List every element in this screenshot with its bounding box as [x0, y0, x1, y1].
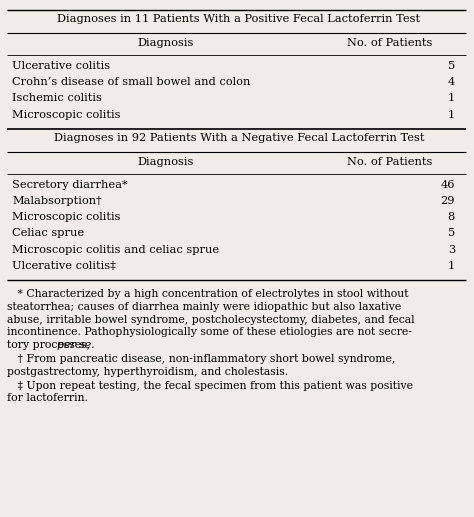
Text: Microscopic colitis: Microscopic colitis — [12, 212, 120, 222]
Text: 46: 46 — [440, 180, 455, 190]
Text: 5: 5 — [448, 61, 455, 71]
Text: Crohn’s disease of small bowel and colon: Crohn’s disease of small bowel and colon — [12, 77, 250, 87]
Text: * Characterized by a high concentration of electrolytes in stool without: * Characterized by a high concentration … — [7, 289, 409, 299]
Text: postgastrectomy, hyperthyroidism, and cholestasis.: postgastrectomy, hyperthyroidism, and ch… — [7, 367, 288, 377]
Text: 3: 3 — [448, 245, 455, 254]
Text: 4: 4 — [448, 77, 455, 87]
Text: Diagnosis: Diagnosis — [138, 38, 194, 49]
Text: † From pancreatic disease, non-inflammatory short bowel syndrome,: † From pancreatic disease, non-inflammat… — [7, 354, 395, 364]
Text: Diagnoses in 11 Patients With a Positive Fecal Lactoferrin Test: Diagnoses in 11 Patients With a Positive… — [57, 14, 420, 24]
Text: Microscopic colitis and celiac sprue: Microscopic colitis and celiac sprue — [12, 245, 219, 254]
Text: tory processes,: tory processes, — [7, 340, 94, 350]
Text: 8: 8 — [448, 212, 455, 222]
Text: No. of Patients: No. of Patients — [347, 157, 433, 168]
Text: Diagnosis: Diagnosis — [138, 157, 194, 168]
Text: Diagnoses in 92 Patients With a Negative Fecal Lactoferrin Test: Diagnoses in 92 Patients With a Negative… — [54, 133, 424, 143]
Text: 1: 1 — [448, 110, 455, 119]
Text: steatorrhea; causes of diarrhea mainly were idiopathic but also laxative: steatorrhea; causes of diarrhea mainly w… — [7, 302, 401, 312]
Text: Celiac sprue: Celiac sprue — [12, 229, 84, 238]
Text: 1: 1 — [448, 94, 455, 103]
Text: Microscopic colitis: Microscopic colitis — [12, 110, 120, 119]
Text: Ischemic colitis: Ischemic colitis — [12, 94, 102, 103]
Text: 29: 29 — [440, 196, 455, 206]
Text: Ulcerative colitis‡: Ulcerative colitis‡ — [12, 261, 116, 271]
Text: Ulcerative colitis: Ulcerative colitis — [12, 61, 110, 71]
Text: per se.: per se. — [57, 340, 94, 350]
Text: for lactoferrin.: for lactoferrin. — [7, 393, 88, 403]
Text: ‡ Upon repeat testing, the fecal specimen from this patient was positive: ‡ Upon repeat testing, the fecal specime… — [7, 381, 413, 391]
Text: 1: 1 — [448, 261, 455, 271]
Text: Secretory diarrhea*: Secretory diarrhea* — [12, 180, 128, 190]
Text: incontinence. Pathophysiologically some of these etiologies are not secre-: incontinence. Pathophysiologically some … — [7, 327, 412, 338]
Text: Malabsorption†: Malabsorption† — [12, 196, 102, 206]
Text: No. of Patients: No. of Patients — [347, 38, 433, 49]
Text: 5: 5 — [448, 229, 455, 238]
Text: abuse, irritable bowel syndrome, postcholecystectomy, diabetes, and fecal: abuse, irritable bowel syndrome, postcho… — [7, 315, 415, 325]
